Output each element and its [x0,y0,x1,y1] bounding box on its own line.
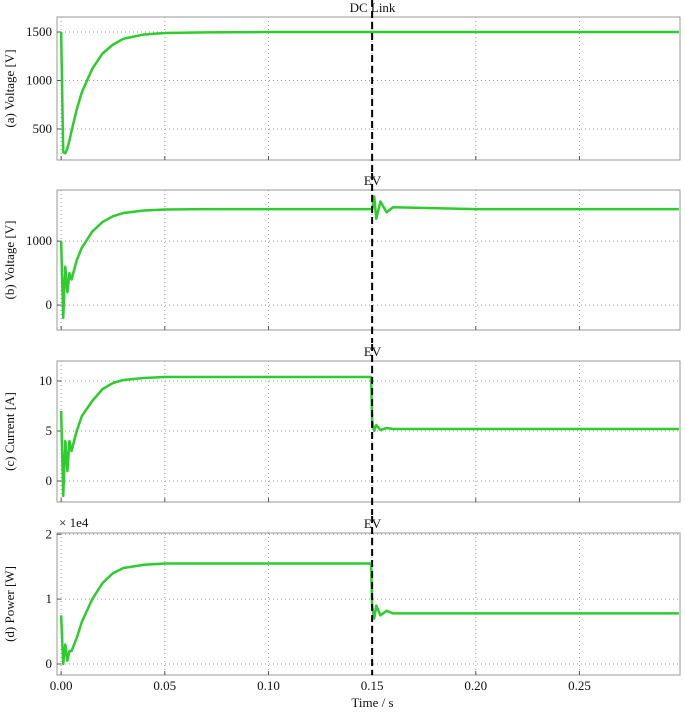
x-tick-label: 0.00 [50,678,73,693]
y-tick-label: 10 [39,373,52,388]
signal-line [59,562,679,666]
y-axis-label: (c) Current [A] [2,392,17,471]
x-tick-label: 0.20 [464,678,487,693]
y-axis-label: (d) Power [W] [2,566,17,642]
y-tick-label: 1000 [26,233,52,248]
y-tick-label: 1 [46,591,53,606]
panel-title: EV [364,516,382,531]
plot-frame [56,532,681,676]
signal-line [59,195,679,320]
y-axis-label: (b) Voltage [V] [2,221,17,300]
plot-frame [56,360,681,503]
y-tick-label: 500 [33,121,53,136]
axis-offset: × 1e4 [59,515,89,530]
x-tick-label: 0.05 [153,678,176,693]
y-tick-label: 1000 [26,73,52,88]
x-tick-label: 0.25 [568,678,591,693]
signal-line [59,375,679,498]
y-tick-label: 0 [46,656,53,671]
x-tick-label: 0.10 [257,678,280,693]
y-tick-label: 2 [46,526,53,541]
x-tick-label: 0.15 [361,678,384,693]
signal-line [59,30,679,155]
plot-frame [56,16,681,161]
y-tick-label: 5 [46,423,53,438]
y-tick-label: 0 [46,473,53,488]
x-axis-label: Time / s [351,695,393,710]
panel-title: EV [364,173,382,188]
panel-title: DC Link [350,0,396,15]
panel-title: EV [364,344,382,359]
y-tick-label: 1500 [26,24,52,39]
y-axis-label: (a) Voltage [V] [2,49,17,127]
y-tick-label: 0 [46,297,53,312]
plot-frame [56,189,681,331]
